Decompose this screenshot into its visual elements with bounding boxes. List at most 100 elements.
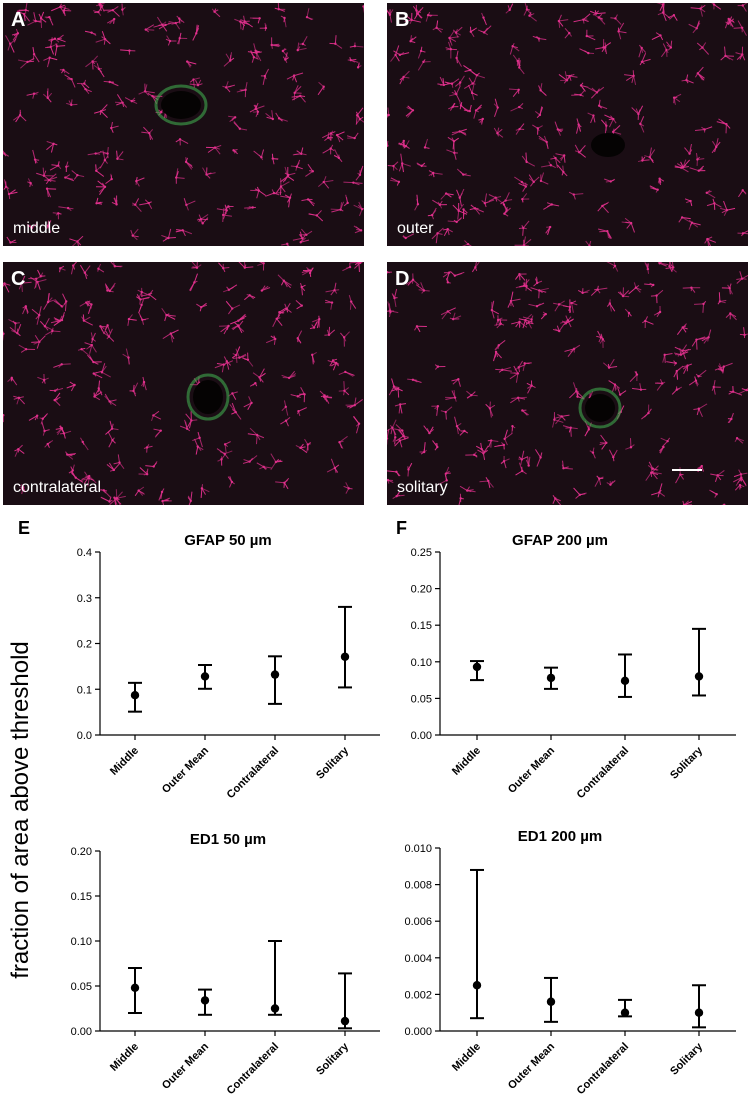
astrocyte (604, 178, 616, 183)
astrocyte (387, 478, 394, 484)
micrograph-panel-c: C contralateral (3, 262, 364, 505)
astrocyte (651, 483, 666, 498)
astrocyte (481, 12, 487, 26)
region-label: solitary (397, 479, 448, 496)
astrocyte (693, 403, 708, 417)
astrocyte (176, 32, 188, 45)
error-bar (338, 605, 352, 689)
astrocyte (244, 206, 256, 210)
astrocyte (725, 16, 735, 25)
astrocyte (232, 149, 238, 155)
astrocyte (478, 117, 485, 125)
astrocyte (660, 437, 671, 448)
astrocyte (736, 271, 748, 284)
data-point (130, 690, 140, 700)
astrocyte (362, 5, 364, 14)
y-tick-label: 0.002 (404, 989, 432, 1001)
astrocyte (573, 487, 587, 499)
astrocyte (647, 461, 659, 471)
astrocyte (651, 32, 664, 41)
micrograph-panel-d: D solitary (387, 262, 748, 505)
astrocyte (260, 68, 269, 86)
data-point (472, 981, 482, 990)
astrocyte (135, 176, 145, 187)
astrocyte (153, 428, 162, 438)
astrocyte (416, 162, 427, 168)
astrocyte (530, 287, 549, 299)
astrocyte (185, 411, 198, 429)
error-bar (268, 655, 282, 705)
astrocyte (493, 127, 504, 138)
astrocyte (54, 43, 66, 56)
astrocyte (66, 381, 76, 392)
astrocyte (189, 79, 203, 87)
astrocyte (333, 149, 343, 163)
astrocyte (138, 299, 145, 314)
astrocyte (343, 181, 363, 186)
astrocyte (445, 389, 457, 402)
astrocyte (554, 414, 570, 425)
astrocyte (223, 52, 235, 67)
astrocyte (39, 413, 48, 425)
astrocyte (391, 288, 398, 308)
astrocyte (121, 3, 126, 16)
astrocyte (459, 429, 469, 436)
astrocyte (90, 332, 96, 344)
astrocyte (554, 121, 564, 136)
astrocyte (625, 438, 635, 450)
astrocyte (608, 449, 618, 462)
astrocyte (53, 363, 71, 368)
astrocyte (448, 30, 460, 46)
astrocyte (346, 132, 359, 140)
astrocyte (479, 477, 494, 489)
astrocyte (641, 404, 652, 420)
astrocyte (85, 55, 99, 70)
astrocyte (205, 144, 222, 155)
astrocyte (100, 496, 113, 503)
astrocyte (218, 262, 230, 273)
astrocyte (305, 163, 315, 177)
astrocyte (518, 313, 533, 329)
astrocyte (552, 412, 564, 428)
astrocyte (557, 14, 569, 28)
astrocyte (18, 58, 35, 69)
astrocyte (660, 43, 669, 58)
astrocyte (437, 76, 453, 87)
astrocyte (510, 103, 524, 112)
astrocyte (720, 200, 736, 216)
astrocyte (604, 114, 617, 128)
astrocyte (682, 363, 693, 374)
astrocyte (43, 56, 58, 68)
astrocyte (338, 370, 355, 377)
astrocyte (95, 164, 105, 177)
astrocyte (280, 15, 287, 28)
astrocyte (191, 262, 202, 269)
astrocyte (451, 378, 461, 387)
panel-letter: B (395, 9, 410, 31)
astrocyte (705, 189, 716, 199)
astrocyte (293, 85, 302, 101)
astrocyte (500, 192, 513, 205)
astrocyte (419, 442, 427, 455)
astrocyte (253, 149, 265, 161)
astrocyte (595, 39, 612, 50)
astrocyte (228, 115, 237, 123)
astrocyte (105, 173, 113, 185)
data-point (270, 670, 280, 679)
astrocyte (608, 380, 621, 392)
astrocyte (462, 104, 472, 113)
astrocyte (12, 109, 27, 123)
astrocyte (642, 316, 654, 328)
astrocyte (493, 350, 502, 362)
astrocyte (282, 52, 289, 64)
astrocyte (690, 4, 706, 17)
astrocyte (338, 381, 350, 396)
astrocyte (561, 460, 573, 470)
astrocyte (274, 3, 286, 12)
astrocyte (706, 198, 722, 210)
astrocyte (296, 42, 307, 52)
astrocyte (511, 320, 528, 328)
astrocyte (515, 123, 525, 135)
astrocyte (552, 323, 565, 333)
astrocyte (81, 314, 93, 326)
